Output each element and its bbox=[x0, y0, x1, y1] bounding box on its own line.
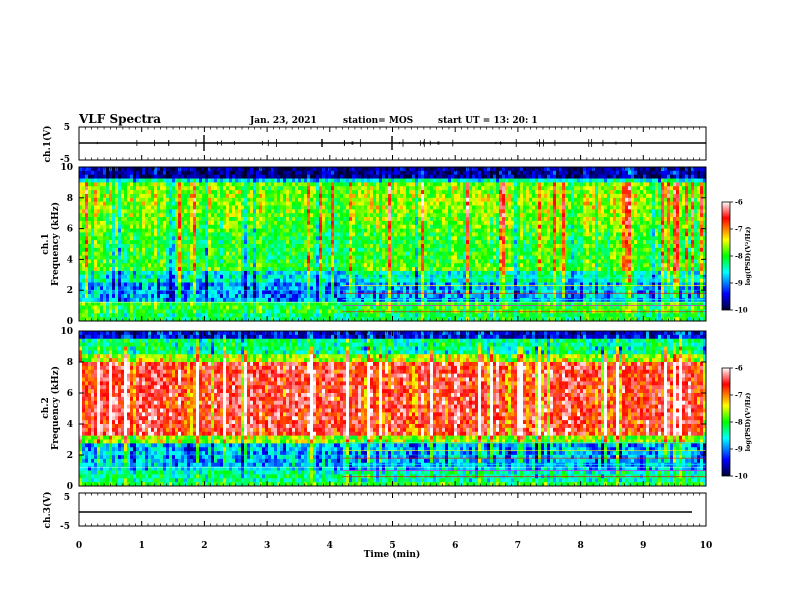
colorbar-tick-label: -8 bbox=[735, 418, 743, 427]
ytick-label: 4 bbox=[67, 420, 73, 430]
time-axis-label: Time (min) bbox=[364, 549, 421, 560]
colorbar-tick-label: -7 bbox=[735, 391, 743, 400]
ch1-colorbar: -6 -7 -8 -9 -10 log(PSD)(V²/Hz) bbox=[721, 198, 752, 315]
ch2-colorbar: -6 -7 -8 -9 -10 log(PSD)(V²/Hz) bbox=[721, 364, 752, 481]
xtick-label: 5 bbox=[389, 541, 395, 551]
ytick-label: 6 bbox=[67, 225, 73, 235]
ch1-colorbar-label: log(PSD)(V²/Hz) bbox=[744, 227, 752, 286]
ytick-label: 10 bbox=[60, 327, 73, 337]
ytick-label: 0 bbox=[67, 317, 73, 327]
xtick-label: 7 bbox=[515, 541, 521, 551]
station-label: station= MOS bbox=[343, 116, 413, 126]
colorbar-tick-label: -9 bbox=[735, 445, 743, 454]
xtick-label: 0 bbox=[76, 541, 82, 551]
ytick-label: 2 bbox=[67, 451, 73, 461]
ch1-ytick-bottom: -5 bbox=[60, 155, 70, 165]
start-time-label: start UT = 13: 20: 1 bbox=[438, 116, 538, 126]
xtick-label: 3 bbox=[264, 541, 270, 551]
colorbar-tick-label: -9 bbox=[735, 279, 743, 288]
ch1-spectrogram-panel: 0 2 4 6 8 10 ch.1 Frequency (kHz) bbox=[41, 163, 707, 327]
colorbar-tick-label: -10 bbox=[735, 306, 748, 315]
xtick-label: 8 bbox=[577, 541, 583, 551]
xtick-label: 1 bbox=[139, 541, 145, 551]
ch2-spectrogram-panel: 0 2 4 6 8 10 ch.2 Frequency (kHz) bbox=[41, 327, 707, 492]
colorbar-tick-label: -7 bbox=[735, 225, 743, 234]
ch1-spectrogram-ylabel-freq: Frequency (kHz) bbox=[50, 202, 61, 286]
ytick-label: 6 bbox=[67, 389, 73, 399]
ch2-spectrogram-ylabel-freq: Frequency (kHz) bbox=[50, 366, 61, 450]
time-axis: 0 1 2 3 4 5 6 7 8 9 10 bbox=[76, 127, 712, 551]
date-label: Jan. 23, 2021 bbox=[249, 116, 317, 126]
ch2-spectrogram-ylabel-channel: ch.2 bbox=[41, 397, 51, 418]
ytick-label: 10 bbox=[60, 163, 73, 173]
colorbar-tick-label: -8 bbox=[735, 252, 743, 261]
xtick-label: 10 bbox=[700, 541, 713, 551]
xtick-label: 2 bbox=[201, 541, 207, 551]
ch1-spectrogram-ylabel-channel: ch.1 bbox=[41, 233, 51, 254]
ch2-colorbar-label: log(PSD)(V²/Hz) bbox=[744, 393, 752, 452]
ch3-ytick-top: 5 bbox=[64, 493, 70, 503]
ch3-waveform-panel: 5 -5 ch.3(V) bbox=[42, 492, 707, 532]
ch3-waveform-ylabel: ch.3(V) bbox=[42, 492, 53, 529]
ytick-label: 8 bbox=[67, 358, 73, 368]
ch1-waveform-panel: 5 -5 ch.1(V) bbox=[42, 123, 707, 165]
ytick-label: 8 bbox=[67, 194, 73, 204]
ch1-ytick-top: 5 bbox=[64, 123, 70, 133]
ytick-label: 2 bbox=[67, 286, 73, 296]
ch1-waveform-ylabel: ch.1(V) bbox=[42, 126, 53, 163]
colorbar-tick-label: -10 bbox=[735, 472, 748, 481]
colorbar-tick-label: -6 bbox=[735, 198, 743, 207]
xtick-label: 9 bbox=[640, 541, 646, 551]
ytick-label: 4 bbox=[67, 255, 73, 265]
xtick-label: 4 bbox=[327, 541, 333, 551]
ch3-ytick-bottom: -5 bbox=[60, 522, 70, 532]
xtick-label: 6 bbox=[452, 541, 458, 551]
colorbar-tick-label: -6 bbox=[735, 364, 743, 373]
ytick-label: 0 bbox=[67, 482, 73, 492]
figure-title: VLF Spectra bbox=[78, 112, 161, 126]
